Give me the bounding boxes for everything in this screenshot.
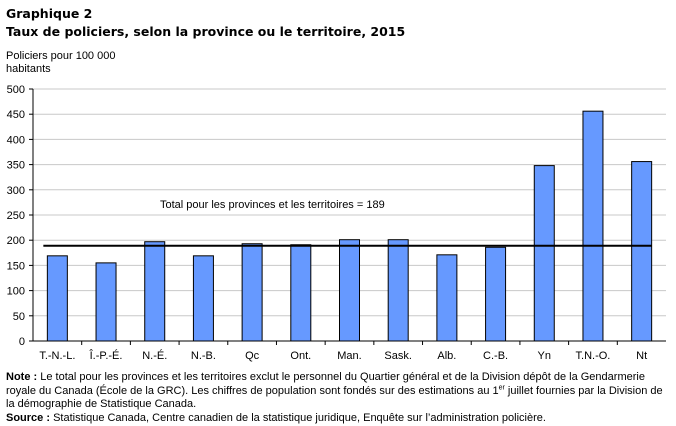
chart-title: Taux de policiers, selon la province ou … <box>6 24 406 39</box>
bar <box>46 255 68 342</box>
source-text: Statistique Canada, Centre canadien de l… <box>50 411 546 424</box>
note-text-1: Le total pour les provinces et les terri… <box>6 371 645 397</box>
bar <box>631 161 653 342</box>
y-tick-label: 250 <box>7 210 25 222</box>
y-tick-label: 50 <box>13 311 25 323</box>
notes-block: Note : Le total pour les provinces et le… <box>6 371 670 425</box>
x-tick-label: C.-B. <box>483 350 508 362</box>
bar-chart: 0 50 100 150 200 250 300 350 400 450 500 T.-N.-L. Î… <box>7 84 666 362</box>
bar <box>339 239 360 342</box>
note-superscript: er <box>498 383 505 391</box>
note-label: Note : <box>6 371 38 383</box>
note-text-2: juillet fournies par la Division de la d… <box>6 384 663 411</box>
x-tick-label: N.-B. <box>191 350 216 362</box>
x-tick-label: Î.-P.-É. <box>89 349 123 362</box>
y-axis-label: Policiers pour 100 000 habitants <box>6 50 116 75</box>
bar <box>436 254 458 342</box>
note-paragraph: Note : Le total pour les provinces et le… <box>6 371 670 412</box>
y-tick-label: 100 <box>7 286 25 298</box>
y-tick-label: 300 <box>7 185 25 197</box>
y-tick-label: 400 <box>7 134 25 146</box>
x-tick-label: Alb. <box>437 350 456 362</box>
source-paragraph: Source : Statistique Canada, Centre cana… <box>6 412 670 426</box>
bar <box>582 110 604 342</box>
bar <box>192 255 214 342</box>
bars <box>46 110 653 342</box>
y-tick-label: 200 <box>7 235 25 247</box>
bar <box>387 239 409 342</box>
bar <box>241 243 263 342</box>
bar <box>144 241 166 342</box>
bar <box>95 262 117 342</box>
y-axis-ticks: 0 50 100 150 200 250 300 350 400 450 500 <box>7 84 33 348</box>
y-tick-label: 500 <box>7 84 25 96</box>
x-tick-label: Nt <box>636 350 647 362</box>
x-axis-ticks: T.-N.-L. Î.-P.-É. N.-É. N.-B. Qc Ont. Man. Sask… <box>39 341 647 362</box>
x-tick-label: Man. <box>337 350 361 362</box>
y-tick-label: 450 <box>7 109 25 121</box>
x-tick-label: T.-N.-L. <box>39 350 75 362</box>
x-tick-label: N.-É. <box>142 349 167 362</box>
chart-title-block: Graphique 2 Taux de policiers, selon la … <box>6 5 405 41</box>
x-tick-label: Ont. <box>290 350 311 362</box>
figure-number: Graphique 2 <box>6 6 93 21</box>
reference-line-group: Total pour les provinces et les territoi… <box>43 199 652 247</box>
y-tick-label: 150 <box>7 260 25 272</box>
y-tick-label: 0 <box>19 336 25 348</box>
bar <box>533 165 555 342</box>
source-label: Source : <box>6 411 51 424</box>
x-tick-label: Qc <box>245 350 260 362</box>
x-tick-label: Sask. <box>384 350 412 362</box>
bar <box>290 244 312 342</box>
reference-line-label: Total pour les provinces et les territoi… <box>160 199 385 211</box>
y-tick-label: 350 <box>7 160 25 172</box>
bar <box>485 246 507 342</box>
x-tick-label: Yn <box>538 350 551 362</box>
x-tick-label: T.N.-O. <box>576 350 611 362</box>
